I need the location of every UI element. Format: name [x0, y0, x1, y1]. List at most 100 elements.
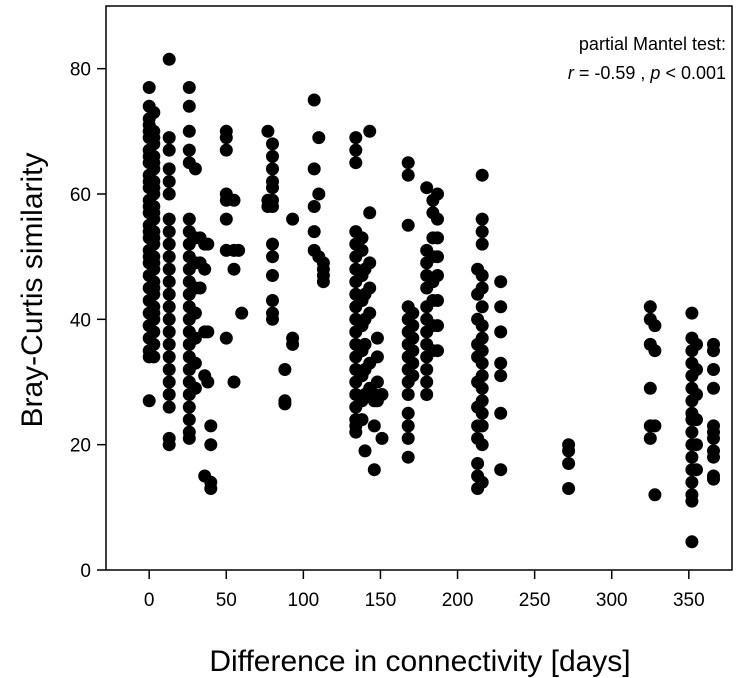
data-point	[349, 143, 363, 157]
data-point	[685, 475, 699, 489]
data-point	[147, 206, 161, 220]
data-point	[182, 99, 196, 113]
data-point	[147, 106, 161, 119]
data-point	[232, 243, 246, 257]
data-point	[562, 482, 576, 495]
data-point	[363, 281, 377, 295]
data-point	[182, 212, 196, 226]
data-point	[204, 438, 218, 452]
data-point	[406, 356, 420, 370]
data-point	[312, 131, 326, 145]
data-point	[219, 143, 233, 157]
data-point	[162, 175, 176, 188]
data-point	[494, 275, 508, 289]
data-point	[219, 212, 233, 226]
data-point	[475, 168, 489, 182]
data-point	[690, 337, 703, 351]
data-point	[266, 294, 279, 307]
data-point	[142, 81, 156, 94]
y-tick-label: 20	[70, 436, 91, 457]
x-tick-label: 250	[519, 590, 551, 611]
data-point	[363, 206, 377, 220]
data-point	[475, 344, 489, 358]
y-axis-ticks: 0 20 40 60 80	[70, 60, 106, 582]
data-point	[363, 256, 377, 270]
data-point	[227, 262, 241, 276]
data-point	[562, 457, 576, 470]
data-point	[406, 306, 420, 320]
data-point	[685, 494, 699, 508]
data-point	[355, 231, 369, 245]
data-point	[162, 300, 176, 314]
data-point	[162, 337, 176, 351]
data-point	[370, 331, 384, 345]
data-point	[690, 413, 703, 427]
data-point	[188, 381, 202, 395]
data-point	[406, 369, 420, 383]
data-point	[363, 306, 377, 320]
data-point	[420, 388, 434, 401]
data-point	[219, 131, 233, 145]
data-point	[401, 431, 415, 445]
data-point	[707, 344, 720, 358]
data-point	[147, 131, 161, 145]
data-point	[475, 281, 489, 295]
data-point	[707, 431, 720, 445]
data-point	[375, 431, 389, 445]
data-point	[219, 331, 233, 345]
data-point	[690, 463, 703, 477]
data-points	[142, 52, 720, 549]
data-point	[266, 137, 279, 151]
data-point	[690, 388, 703, 401]
data-point	[370, 375, 384, 389]
data-point	[643, 381, 657, 395]
p-value: < 0.001	[660, 63, 726, 83]
data-point	[401, 156, 415, 170]
data-point	[431, 319, 444, 333]
y-tick-label: 40	[70, 310, 91, 331]
data-point	[358, 337, 372, 351]
data-point	[162, 388, 176, 401]
data-point	[401, 406, 415, 420]
data-point	[162, 225, 176, 239]
r-symbol: r	[568, 63, 575, 83]
data-point	[147, 350, 161, 364]
data-point	[278, 397, 292, 411]
data-point	[266, 269, 279, 282]
data-point	[707, 363, 720, 376]
data-point	[475, 438, 489, 452]
data-point	[147, 231, 161, 245]
annotation-title: partial Mantel test:	[579, 34, 726, 54]
data-point	[162, 375, 176, 389]
data-point	[643, 300, 657, 314]
data-point	[266, 250, 279, 264]
data-point	[162, 438, 176, 452]
data-point	[147, 256, 161, 270]
data-point	[406, 319, 420, 333]
y-tick-label: 0	[80, 561, 91, 582]
data-point	[227, 193, 241, 207]
data-point	[420, 181, 434, 195]
data-point	[266, 312, 279, 326]
data-point	[431, 344, 444, 358]
data-point	[475, 369, 489, 383]
data-point	[475, 300, 489, 314]
data-point	[266, 149, 279, 163]
data-point	[162, 350, 176, 364]
data-point	[401, 388, 415, 401]
data-point	[204, 482, 218, 495]
data-point	[188, 162, 202, 176]
data-point	[182, 400, 196, 414]
data-point	[475, 237, 489, 251]
x-axis-ticks: 0 50 100 150 200 250 300 350	[144, 570, 705, 611]
data-point	[147, 325, 161, 339]
data-point	[162, 187, 176, 201]
data-point	[188, 356, 202, 370]
data-point	[367, 419, 381, 433]
data-point	[648, 419, 662, 433]
data-point	[475, 225, 489, 239]
data-point	[162, 212, 176, 226]
x-tick-label: 0	[144, 590, 155, 611]
data-point	[475, 212, 489, 226]
data-point	[707, 450, 720, 464]
